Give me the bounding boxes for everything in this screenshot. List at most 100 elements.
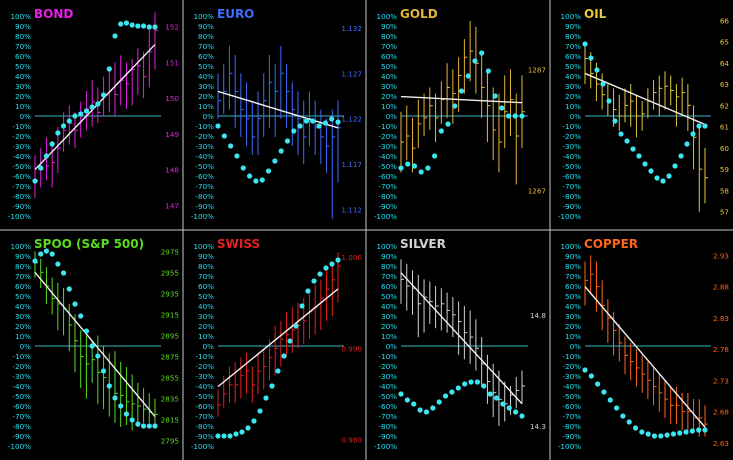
left-axis-tick-label: 0% (20, 342, 32, 351)
oscillator-dot (630, 146, 636, 152)
price-bar (675, 84, 680, 127)
right-axis-tick-label: 2.83 (713, 314, 729, 323)
left-axis-tick-label: 100% (376, 242, 397, 251)
price-bar (45, 137, 50, 181)
oscillator-dot (106, 383, 112, 389)
left-axis-tick-label: -50% (378, 162, 397, 171)
left-axis-tick-label: -10% (12, 122, 31, 131)
price-bar (521, 75, 525, 149)
oscillator-dot (60, 270, 67, 276)
price-bar (664, 380, 668, 418)
oscillator-dot (411, 401, 417, 407)
right-axis-tick-label: 62 (720, 101, 729, 110)
left-axis-tick-label: -40% (12, 382, 31, 391)
left-axis-tick-label: 50% (381, 292, 397, 301)
oscillator-dot (299, 303, 305, 309)
price-bar (458, 57, 462, 112)
left-axis-tick-label: -30% (378, 372, 397, 381)
price-bar (584, 41, 588, 85)
oscillator-dot (636, 153, 642, 159)
chart-panel-oil: 100%90%80%70%60%50%40%30%20%10%0%-10%-20… (558, 7, 730, 221)
left-axis-tick-label: -50% (195, 392, 214, 401)
price-bar (131, 58, 136, 106)
oscillator-dot (492, 93, 498, 99)
oscillator-dot (417, 407, 423, 413)
left-axis-tick-label: -90% (562, 432, 581, 441)
price-bar (675, 386, 680, 425)
left-axis-tick-label: -20% (378, 362, 397, 371)
left-axis-tick-label: -40% (12, 152, 31, 161)
left-axis-tick-label: -90% (12, 202, 31, 211)
left-axis-tick-label: 20% (15, 92, 31, 101)
oscillator-dot (310, 118, 316, 124)
left-axis-tick-label: 40% (15, 72, 31, 81)
oscillator-dot (506, 405, 512, 411)
price-bar (74, 314, 78, 373)
oscillator-dot (624, 138, 630, 144)
price-bar (412, 117, 416, 173)
oscillator-dot (95, 353, 101, 359)
price-bar (492, 363, 497, 418)
left-axis-tick-label: -10% (562, 122, 581, 131)
trend-line (400, 272, 523, 405)
left-axis-tick-label: -40% (562, 152, 581, 161)
trend-line (34, 271, 156, 417)
price-bar (463, 39, 468, 94)
oscillator-dot (100, 368, 107, 374)
chart-panel-copper: 100%90%80%70%60%50%40%30%20%10%0%-10%-20… (558, 237, 730, 451)
left-axis-tick-label: 0% (570, 112, 582, 121)
price-bar (45, 267, 50, 304)
oscillator-dot (245, 425, 251, 431)
oscillator-dot (78, 111, 84, 117)
price-bar (57, 282, 61, 331)
price-bar (148, 393, 153, 423)
price-bar (251, 100, 256, 156)
oscillator-dot (239, 429, 245, 435)
left-axis-tick-label: 70% (198, 272, 214, 281)
left-axis-tick-label: -10% (378, 122, 397, 131)
price-bar (154, 398, 158, 425)
left-axis-tick-label: 10% (381, 332, 397, 341)
price-bar (515, 93, 520, 185)
price-bar (446, 63, 451, 118)
left-axis-tick-label: 60% (198, 52, 214, 61)
left-axis-tick-label: -60% (562, 172, 581, 181)
left-axis-tick-label: 50% (381, 62, 397, 71)
oscillator-dot (474, 379, 481, 385)
oscillator-dot (645, 431, 651, 437)
oscillator-dot (215, 433, 221, 439)
price-bar (406, 263, 410, 311)
oscillator-dot (519, 413, 525, 419)
oscillator-dot (66, 286, 72, 292)
right-axis-tick-label: 1.132 (341, 24, 362, 33)
price-bar (223, 375, 227, 408)
oscillator-dot (499, 105, 505, 111)
price-bar (670, 386, 674, 425)
oscillator-dot (234, 153, 240, 159)
left-axis-tick-label: 100% (193, 12, 214, 21)
left-axis-tick-label: 50% (198, 292, 214, 301)
oscillator-dot (152, 423, 158, 429)
price-bar (51, 277, 56, 315)
price-bar (223, 64, 227, 115)
price-bar (80, 330, 84, 389)
oscillator-dot (702, 427, 708, 433)
price-bar (429, 87, 433, 130)
left-axis-tick-label: 10% (565, 332, 581, 341)
right-axis-tick-label: 2875 (161, 353, 179, 362)
left-axis-tick-label: 0% (386, 342, 398, 351)
right-axis-tick-label: 58 (720, 186, 730, 195)
price-bar (257, 91, 261, 156)
price-bar (257, 352, 261, 394)
left-axis-tick-label: 10% (15, 332, 31, 341)
left-axis-tick-label: 70% (381, 272, 397, 281)
left-axis-tick-label: -30% (562, 372, 581, 381)
left-axis-tick-label: -70% (195, 412, 214, 421)
left-axis-tick-label: -60% (378, 172, 397, 181)
oscillator-dot (465, 73, 471, 79)
left-axis-tick-label: 0% (570, 342, 582, 351)
oscillator-dot (588, 373, 594, 379)
left-axis-tick-label: -90% (378, 432, 397, 441)
oscillator-dot (146, 423, 152, 429)
